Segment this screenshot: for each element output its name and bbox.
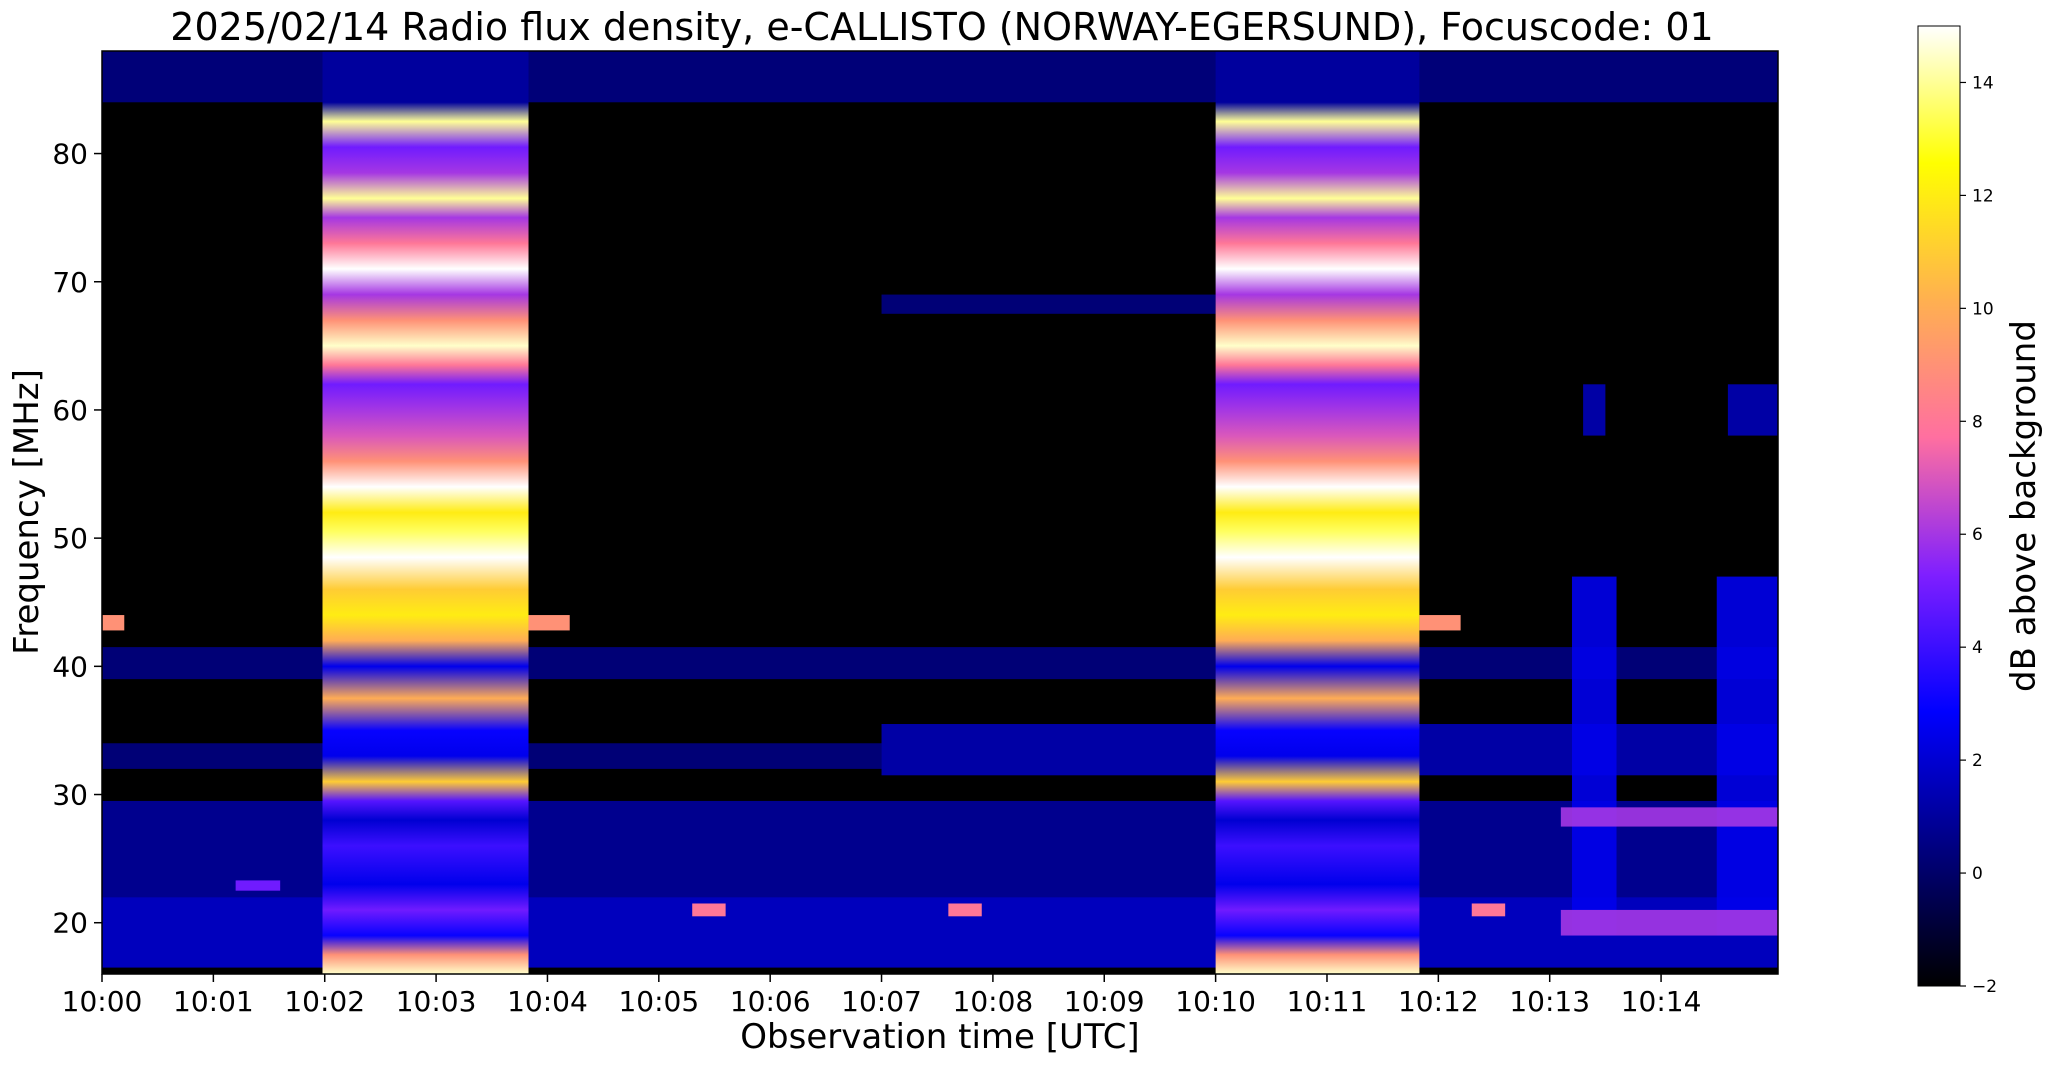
y-axis-ticks: 20 30 40 50 60 70 80: [52, 138, 102, 940]
emission-feature: [1571, 576, 1617, 936]
chart-title: 2025/02/14 Radio flux density, e-CALLIST…: [170, 5, 1713, 49]
emission-spot: [1471, 903, 1506, 917]
emission-spot: [1419, 615, 1461, 631]
emission-feature: [1560, 807, 1778, 827]
x-tick-label: 10:02: [284, 985, 365, 1018]
y-tick-label: 40: [52, 650, 88, 683]
y-tick-label: 20: [52, 907, 88, 940]
x-tick-label: 10:06: [730, 985, 811, 1018]
calibration-burst: [1215, 51, 1420, 974]
spectrogram-heatmap: [102, 51, 1778, 974]
calibration-burst: [322, 51, 529, 974]
emission-spot: [235, 880, 281, 891]
emission-feature: [1727, 384, 1778, 436]
emission-feature: [1583, 384, 1606, 436]
emission-spot: [692, 903, 726, 917]
colorbar-tick-label: 12: [1972, 186, 1994, 206]
x-tick-label: 10:04: [507, 985, 588, 1018]
emission-spot: [528, 615, 570, 631]
x-tick-label: 10:03: [396, 985, 477, 1018]
emission-feature: [881, 294, 1216, 314]
x-tick-label: 10:08: [953, 985, 1034, 1018]
y-tick-label: 30: [52, 779, 88, 812]
emission-feature: [1560, 909, 1778, 936]
x-tick-label: 10:05: [618, 985, 699, 1018]
colorbar-tick-label: 14: [1972, 73, 1994, 93]
colorbar-tick-label: 0: [1972, 864, 1983, 884]
x-tick-label: 10:11: [1287, 985, 1368, 1018]
colorbar-label: dB above background: [2004, 320, 2044, 692]
colorbar-tick-label: 4: [1972, 638, 1983, 658]
x-tick-label: 10:10: [1175, 985, 1256, 1018]
colorbar-tick-label: 6: [1972, 525, 1983, 545]
x-tick-label: 10:09: [1064, 985, 1145, 1018]
y-tick-label: 70: [52, 266, 88, 299]
y-tick-label: 50: [52, 522, 88, 555]
y-tick-label: 60: [52, 394, 88, 427]
x-tick-label: 10:13: [1509, 985, 1590, 1018]
x-tick-label: 10:07: [841, 985, 922, 1018]
colorbar-tick-label: 8: [1972, 412, 1983, 432]
emission-spot: [948, 903, 982, 917]
x-axis-label: Observation time [UTC]: [740, 1017, 1139, 1057]
x-axis-ticks: 10:00 10:01 10:02 10:03 10:04 10:05 10:06 10:07…: [62, 974, 1702, 1018]
colorbar-tick-label: −2: [1972, 977, 1997, 997]
x-tick-label: 10:01: [173, 985, 254, 1018]
colorbar-tick-label: 2: [1972, 751, 1983, 771]
emission-spot: [102, 615, 125, 631]
plot-frame: [101, 50, 1779, 975]
x-tick-label: 10:14: [1621, 985, 1702, 1018]
x-tick-label: 10:12: [1398, 985, 1479, 1018]
emission-feature: [1716, 576, 1778, 936]
y-axis-label: Frequency [MHz]: [7, 369, 47, 655]
colorbar: [1917, 25, 1961, 987]
colorbar-tick-label: 10: [1972, 299, 1994, 319]
colorbar-ticks: −2 0 2 4 6 8 10 12 14: [1960, 73, 1997, 997]
x-tick-label: 10:00: [62, 985, 143, 1018]
y-tick-label: 80: [52, 138, 88, 171]
